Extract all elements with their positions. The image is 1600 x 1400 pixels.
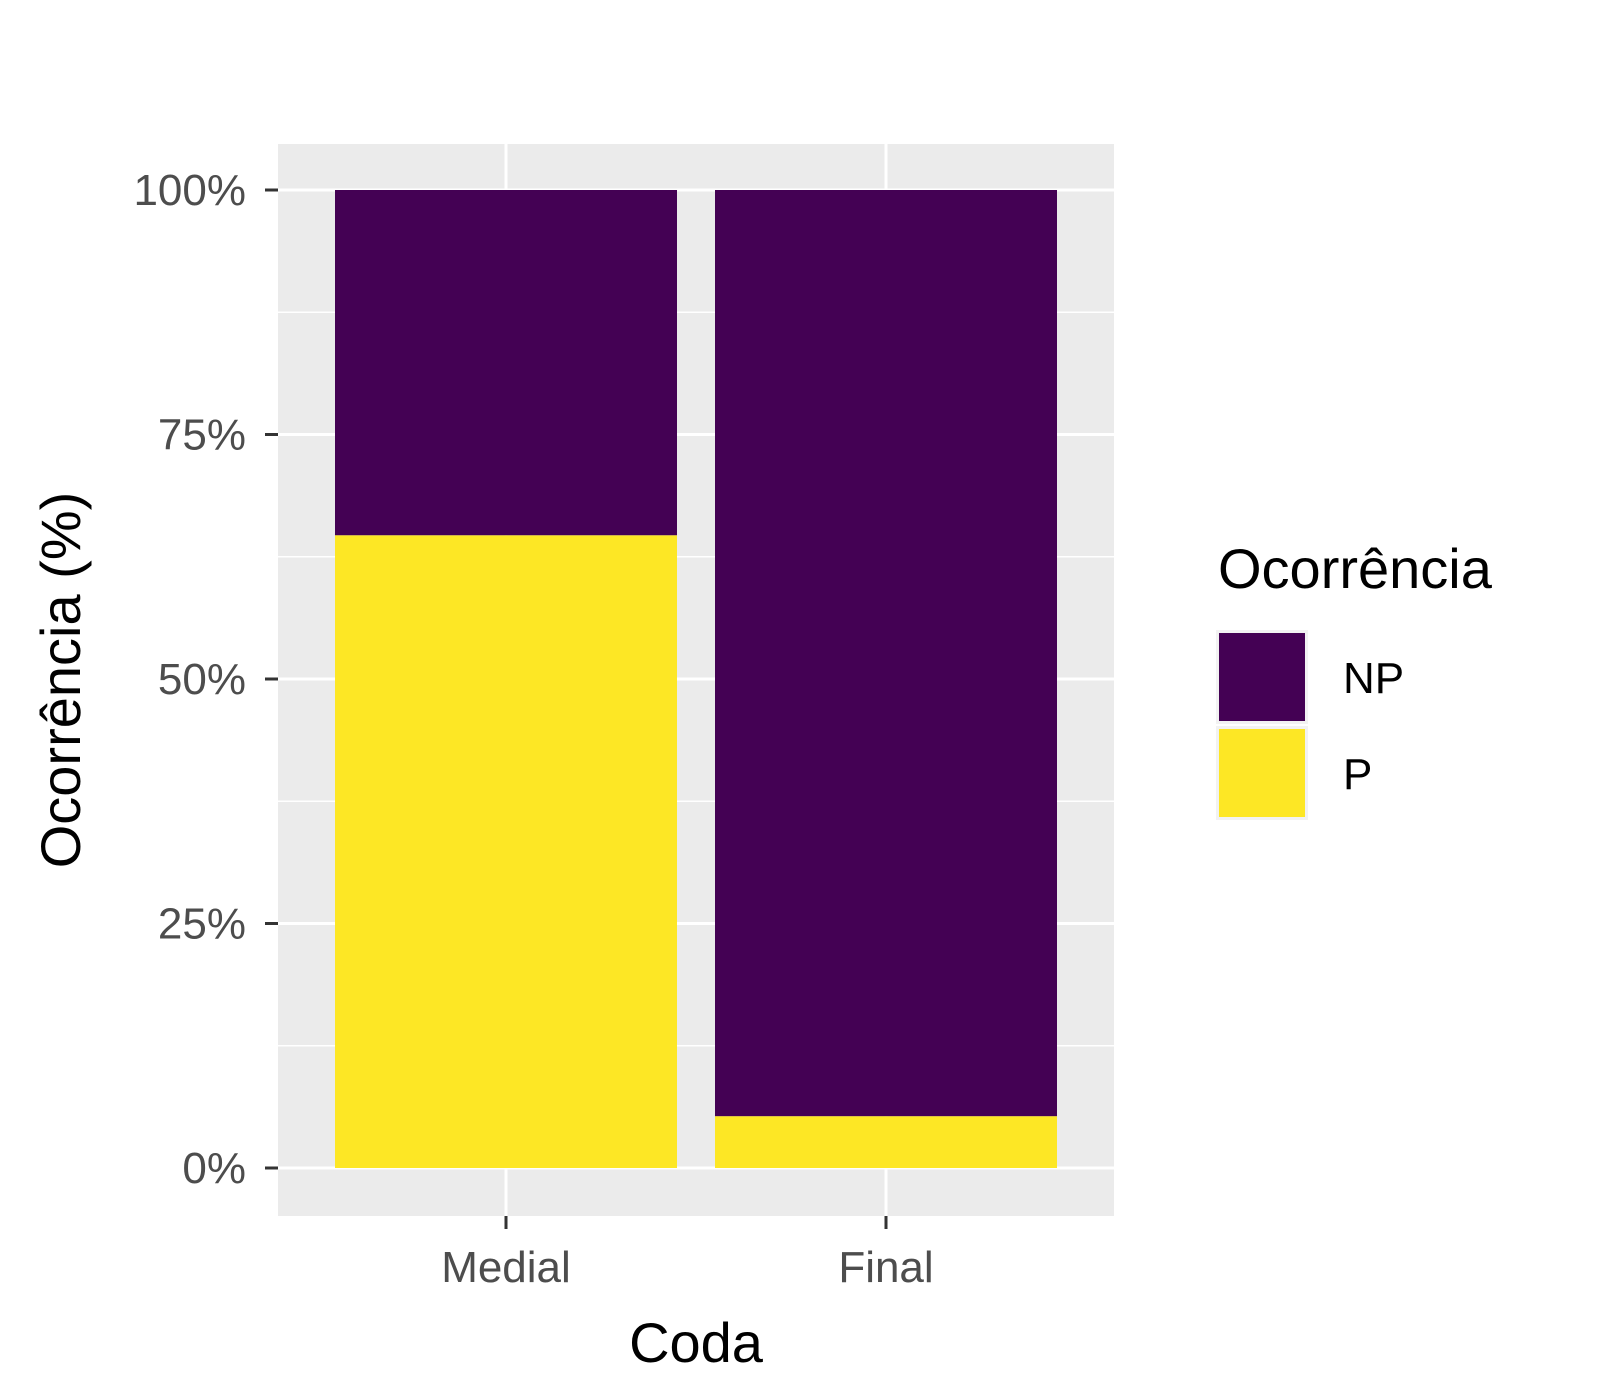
y-axis-title: Ocorrência (%) <box>29 492 92 869</box>
legend-title: Ocorrência <box>1218 537 1493 600</box>
x-axis: Medial Final <box>441 1216 934 1292</box>
legend-key-np <box>1219 633 1305 721</box>
x-tick-label: Medial <box>441 1243 571 1292</box>
y-tick-label: 75% <box>158 411 246 460</box>
bar-np-final <box>715 190 1057 1117</box>
bar-np-medial <box>335 190 677 536</box>
legend-label-np: NP <box>1343 654 1404 703</box>
bar-p-final <box>715 1116 1057 1168</box>
y-tick-label: 100% <box>133 166 246 215</box>
x-axis-title: Coda <box>629 1311 764 1374</box>
bars <box>335 190 1057 1168</box>
x-tick-label: Final <box>838 1243 933 1292</box>
legend: Ocorrência NP P <box>1216 537 1493 820</box>
legend-label-p: P <box>1343 750 1372 799</box>
legend-key-p <box>1219 729 1305 817</box>
y-tick-label: 50% <box>158 655 246 704</box>
bar-p-medial <box>335 535 677 1168</box>
y-tick-label: 0% <box>182 1144 246 1193</box>
y-axis: 0% 25% 50% 75% 100% <box>133 166 278 1193</box>
y-tick-label: 25% <box>158 900 246 949</box>
